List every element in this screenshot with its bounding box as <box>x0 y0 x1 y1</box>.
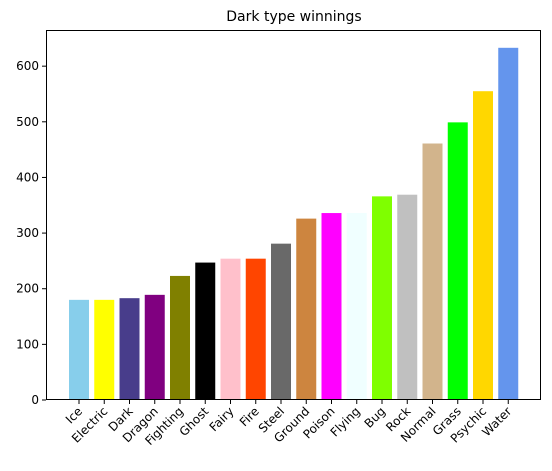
bars <box>69 47 519 401</box>
y-tick-label: 100 <box>16 337 39 351</box>
bar-dragon <box>144 294 165 400</box>
x-tick-label: Ghost <box>177 404 212 439</box>
bar-normal <box>422 143 443 400</box>
bar-rock <box>397 194 418 400</box>
y-tick-label: 300 <box>16 226 39 240</box>
bar-dark <box>119 298 140 400</box>
bar-ground <box>296 218 317 400</box>
bar-steel <box>271 243 291 400</box>
bar-fire <box>245 258 266 400</box>
y-tick-label: 600 <box>16 59 39 73</box>
bar-flying <box>346 213 367 400</box>
y-tick-label: 0 <box>31 393 39 407</box>
x-tick-label: Fairy <box>207 404 237 434</box>
y-axis: 0 100 200 300 400 500 600 <box>16 59 46 407</box>
bar-poison <box>321 213 342 400</box>
bar-electric <box>94 299 115 400</box>
y-tick-label: 400 <box>16 170 39 184</box>
x-tick-label: Water <box>479 404 514 439</box>
bar-psychic <box>473 91 493 401</box>
bar-fighting <box>170 275 190 400</box>
bar-fairy <box>220 258 241 400</box>
bar-ice <box>69 299 89 400</box>
y-tick-label: 200 <box>16 282 39 296</box>
bar-water <box>498 47 519 401</box>
bar-bug <box>372 196 392 400</box>
bar-grass <box>447 122 468 400</box>
plot-frame <box>46 30 541 400</box>
bar-ghost <box>195 262 216 400</box>
y-tick-label: 500 <box>16 115 39 129</box>
chart-title: Dark type winnings <box>226 9 361 25</box>
